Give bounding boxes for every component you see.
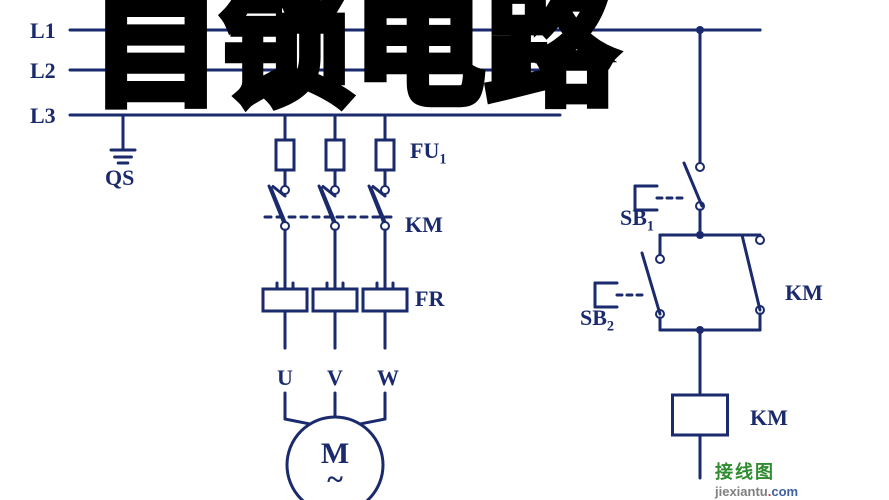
- svg-text:U: U: [277, 365, 293, 390]
- svg-text:SB2: SB2: [580, 305, 614, 335]
- svg-text:L1: L1: [30, 18, 56, 43]
- watermark: 接线图 jiexiantu.com: [715, 458, 798, 499]
- svg-text:KM: KM: [405, 212, 443, 237]
- svg-text:L2: L2: [30, 58, 56, 83]
- svg-text:L3: L3: [30, 103, 56, 128]
- svg-text:FU1: FU1: [410, 138, 446, 168]
- watermark-top: 接线图: [715, 458, 798, 484]
- title: 自锁电路: [90, 0, 618, 117]
- svg-text:V: V: [327, 365, 343, 390]
- watermark-bot: jiexiantu.com: [715, 484, 798, 499]
- svg-text:W: W: [377, 365, 399, 390]
- svg-text:FR: FR: [415, 286, 445, 311]
- svg-text:~: ~: [327, 463, 343, 496]
- svg-text:KM: KM: [750, 405, 788, 430]
- watermark-suffix: com: [771, 484, 798, 499]
- svg-text:KM: KM: [785, 280, 823, 305]
- svg-text:QS: QS: [105, 165, 134, 190]
- watermark-domain: jiexiantu: [715, 484, 768, 499]
